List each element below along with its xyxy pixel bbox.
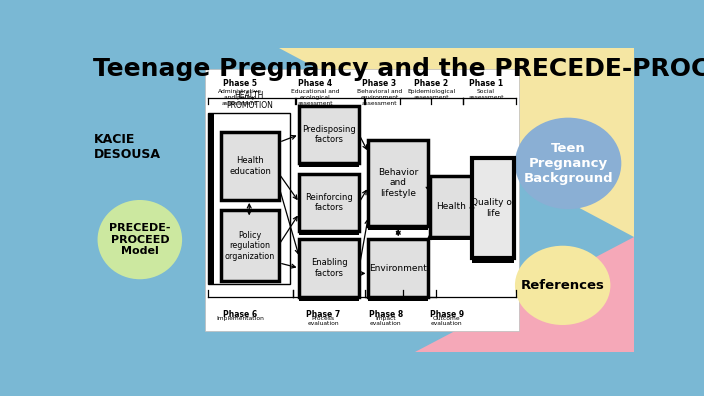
- FancyBboxPatch shape: [368, 297, 428, 301]
- Ellipse shape: [515, 246, 610, 325]
- Text: Implementation: Implementation: [216, 316, 264, 321]
- Text: Reinforcing
factors: Reinforcing factors: [306, 193, 353, 212]
- Text: Social
assessment: Social assessment: [468, 89, 504, 100]
- Text: HEALTH
PROMOTION: HEALTH PROMOTION: [226, 91, 272, 110]
- Polygon shape: [279, 48, 634, 236]
- FancyBboxPatch shape: [299, 231, 359, 235]
- Text: References: References: [521, 279, 605, 292]
- FancyBboxPatch shape: [208, 113, 214, 284]
- Text: Impact
evaluation: Impact evaluation: [370, 316, 401, 326]
- Text: Policy
regulation
organization: Policy regulation organization: [225, 231, 275, 261]
- FancyBboxPatch shape: [206, 69, 519, 331]
- FancyBboxPatch shape: [299, 163, 359, 167]
- Text: Teenage Pregnancy and the PRECEDE-PROCEED Model: Teenage Pregnancy and the PRECEDE-PROCEE…: [94, 57, 704, 81]
- FancyBboxPatch shape: [299, 239, 359, 297]
- FancyBboxPatch shape: [221, 210, 279, 281]
- Ellipse shape: [98, 200, 182, 279]
- FancyBboxPatch shape: [472, 158, 515, 258]
- Text: Phase 5: Phase 5: [222, 79, 257, 88]
- Text: Phase 9: Phase 9: [430, 310, 464, 319]
- Text: Teen
Pregnancy
Background: Teen Pregnancy Background: [523, 142, 613, 185]
- Text: Phase 3: Phase 3: [363, 79, 396, 88]
- Text: PRECEDE-
PROCEED
Model: PRECEDE- PROCEED Model: [109, 223, 170, 256]
- Text: Process
evaluation: Process evaluation: [307, 316, 339, 326]
- FancyBboxPatch shape: [299, 106, 359, 163]
- Ellipse shape: [515, 118, 622, 209]
- Text: Phase 2: Phase 2: [414, 79, 448, 88]
- Text: Outcome
evaluation: Outcome evaluation: [431, 316, 463, 326]
- Polygon shape: [415, 236, 634, 352]
- Text: Predisposing
factors: Predisposing factors: [302, 125, 356, 144]
- FancyBboxPatch shape: [299, 297, 359, 301]
- Text: Phase 8: Phase 8: [369, 310, 403, 319]
- Text: Phase 1: Phase 1: [469, 79, 503, 88]
- FancyBboxPatch shape: [299, 174, 359, 231]
- Text: Health: Health: [436, 202, 466, 211]
- FancyBboxPatch shape: [472, 258, 515, 263]
- Text: Administrative
and policy
assessment: Administrative and policy assessment: [218, 89, 262, 105]
- FancyBboxPatch shape: [368, 226, 428, 230]
- FancyBboxPatch shape: [429, 237, 472, 240]
- Text: Epidemiological
assessment: Epidemiological assessment: [407, 89, 455, 100]
- Text: Health
education: Health education: [229, 156, 271, 175]
- FancyBboxPatch shape: [368, 239, 428, 297]
- Text: Phase 7: Phase 7: [306, 310, 340, 319]
- FancyBboxPatch shape: [429, 176, 472, 237]
- Text: Phase 4: Phase 4: [298, 79, 332, 88]
- Text: Environment: Environment: [370, 264, 427, 273]
- Text: Behavior
and
lifestyle: Behavior and lifestyle: [378, 168, 418, 198]
- Text: Behavioral and
environment
assessment: Behavioral and environment assessment: [357, 89, 402, 105]
- Text: Enabling
factors: Enabling factors: [311, 259, 348, 278]
- Text: Quality of
life: Quality of life: [471, 198, 515, 217]
- Text: KACIE
DESOUSA: KACIE DESOUSA: [94, 133, 161, 161]
- Text: Educational and
ecological
assessment: Educational and ecological assessment: [291, 89, 339, 105]
- FancyBboxPatch shape: [368, 140, 428, 226]
- Text: Phase 6: Phase 6: [222, 310, 257, 319]
- FancyBboxPatch shape: [221, 132, 279, 200]
